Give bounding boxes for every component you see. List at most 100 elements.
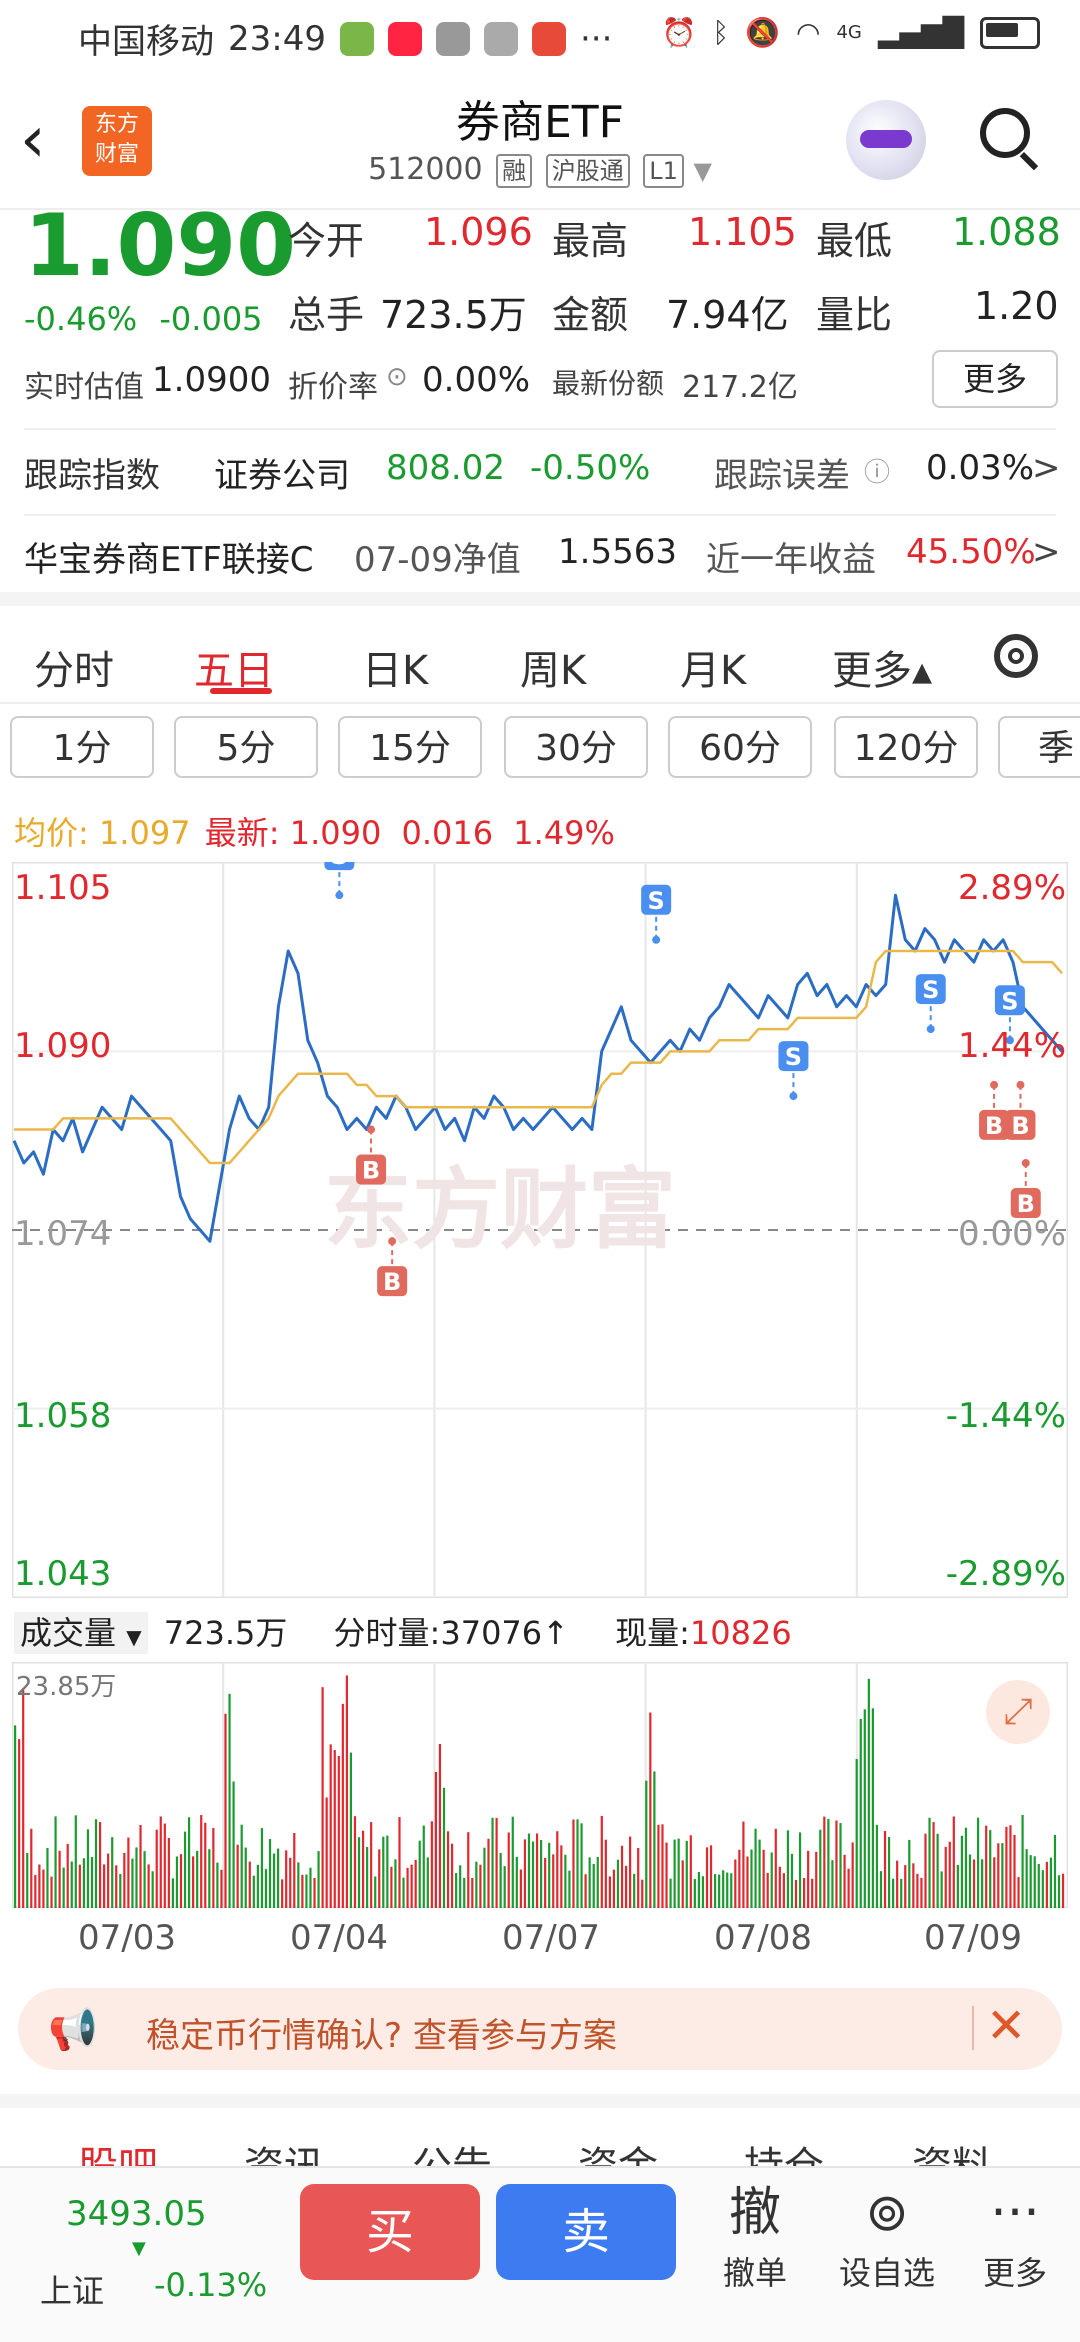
search-icon[interactable] <box>980 108 1030 158</box>
volume-bar <box>641 1879 644 1908</box>
divider <box>24 428 1056 430</box>
chevron-right-icon[interactable]: > <box>1032 532 1061 572</box>
chart-legend: 均价: 1.097 最新: 1.090 0.016 1.49% <box>14 808 615 854</box>
period-1min[interactable]: 1分 <box>10 716 154 778</box>
cancel-order-button[interactable]: 撤 撤单 <box>700 2178 810 2294</box>
period-5min[interactable]: 5分 <box>174 716 318 778</box>
volume-bar <box>932 1822 935 1908</box>
dropdown-icon[interactable]: ▼ <box>693 157 712 185</box>
volume-bar <box>171 1878 174 1908</box>
volume-bar <box>228 1693 231 1908</box>
more-label: 更多 <box>982 2254 1047 2292</box>
back-icon[interactable]: ‹ <box>20 103 46 177</box>
close-icon[interactable]: ✕ <box>986 1998 1027 2054</box>
volume-bar <box>976 1817 980 1908</box>
more-menu-button[interactable]: ··· 更多 <box>960 2178 1070 2294</box>
linked-fund-name[interactable]: 华宝券商ETF联接C <box>24 540 314 580</box>
marker-dot <box>1005 1036 1014 1045</box>
volume-bar <box>62 1867 65 1908</box>
volume-bar <box>50 1876 53 1908</box>
volume-bar <box>111 1837 114 1908</box>
volume-bar <box>390 1866 393 1908</box>
tracking-error-value: 0.03% <box>926 448 1035 488</box>
tab-five-day[interactable]: 五日 <box>194 648 274 694</box>
period-60min[interactable]: 60分 <box>668 716 812 778</box>
sell-marker-label: S <box>922 976 939 1004</box>
price-chart[interactable]: 东方财富SBBSSSBBBS <box>11 840 1069 1599</box>
volume-bar <box>94 1819 98 1908</box>
volume-bar <box>115 1865 118 1908</box>
y-tick-left: 1.074 <box>14 1214 112 1254</box>
change-value-legend: 0.016 <box>401 814 494 852</box>
open-label: 今开 <box>288 219 365 263</box>
volume-bar <box>592 1863 595 1908</box>
tab-intraday[interactable]: 分时 <box>34 648 114 694</box>
volume-bar <box>629 1836 632 1908</box>
settings-gear-icon[interactable] <box>994 634 1038 678</box>
tab-monthly-k[interactable]: 月K <box>680 648 747 694</box>
assistant-avatar[interactable] <box>846 100 926 180</box>
help-icon[interactable]: ⓘ <box>864 458 891 488</box>
volume-chart[interactable] <box>11 1661 1069 1909</box>
add-watchlist-button[interactable]: ⊚ 设自选 <box>832 2178 942 2294</box>
volume-bar <box>321 1687 324 1908</box>
sell-marker <box>915 974 946 1005</box>
period-15min[interactable]: 15分 <box>338 716 482 778</box>
volume-bar <box>1061 1873 1065 1908</box>
volume-bar <box>317 1851 320 1908</box>
volume-bar <box>653 1771 656 1908</box>
tracking-index-name[interactable]: 证券公司 <box>214 456 350 496</box>
volume-bar <box>426 1857 429 1908</box>
info-icon[interactable]: ⊙ <box>386 362 408 392</box>
index-value[interactable]: 3493.05 <box>66 2194 207 2234</box>
volume-bar <box>956 1864 959 1908</box>
volume-bar <box>993 1857 996 1908</box>
volume-bar <box>1045 1861 1048 1908</box>
nav-value: 1.5563 <box>558 532 677 572</box>
volume-bar <box>985 1825 988 1908</box>
y-tick-right: 2.89% <box>957 868 1066 908</box>
volume-bar <box>192 1856 195 1908</box>
volume-selector[interactable]: 成交量 ▼ <box>14 1612 148 1654</box>
nav-label: 07-09净值 <box>354 540 521 580</box>
volume-bar <box>863 1709 866 1908</box>
tag-margin: 融 <box>496 154 533 188</box>
buy-button[interactable]: 买 <box>300 2184 480 2280</box>
expand-icon[interactable]: ⤢ <box>986 1680 1050 1744</box>
volume-bar <box>297 1862 300 1908</box>
y-tick-left: 1.043 <box>14 1554 112 1594</box>
period-30min[interactable]: 30分 <box>504 716 648 778</box>
tab-more[interactable]: 更多▴ <box>832 648 933 694</box>
promo-banner[interactable]: 📢 稳定币行情确认? 查看参与方案 ✕ <box>18 1988 1062 2070</box>
volume-bar <box>798 1832 802 1908</box>
more-button[interactable]: 更多 <box>932 350 1058 408</box>
volume-bar <box>18 1739 21 1908</box>
chevron-right-icon[interactable]: > <box>1032 448 1061 488</box>
up-arrow-icon: ↑ <box>542 1614 569 1652</box>
divider <box>972 2006 974 2050</box>
tab-daily-k[interactable]: 日K <box>362 648 429 694</box>
period-120min[interactable]: 120分 <box>834 716 978 778</box>
volume-bar <box>1005 1826 1008 1908</box>
volume-bar <box>827 1818 830 1908</box>
volume-bar <box>90 1856 94 1908</box>
low-value: 1.088 <box>952 210 1061 254</box>
volume-bar <box>353 1816 357 1908</box>
marker-dot <box>367 1125 376 1134</box>
xiaohongshu-icon <box>387 21 422 56</box>
sell-button[interactable]: 卖 <box>496 2184 676 2280</box>
volume-bar <box>936 1833 939 1908</box>
volume-bar <box>361 1830 365 1908</box>
wechat-icon <box>339 21 374 56</box>
sell-marker-label: S <box>785 1043 802 1071</box>
volume-bar <box>357 1837 361 1908</box>
tab-weekly-k[interactable]: 周K <box>520 648 587 694</box>
volume-bar <box>661 1824 664 1908</box>
volume-bar <box>709 1845 713 1908</box>
tracking-index-value: 808.02 <box>386 448 505 488</box>
volume-bar <box>519 1869 522 1908</box>
volume-bar <box>256 1864 259 1908</box>
volume-label: 总手 <box>288 293 365 337</box>
period-quarter[interactable]: 季 <box>998 716 1080 778</box>
marker-dot <box>652 935 661 944</box>
